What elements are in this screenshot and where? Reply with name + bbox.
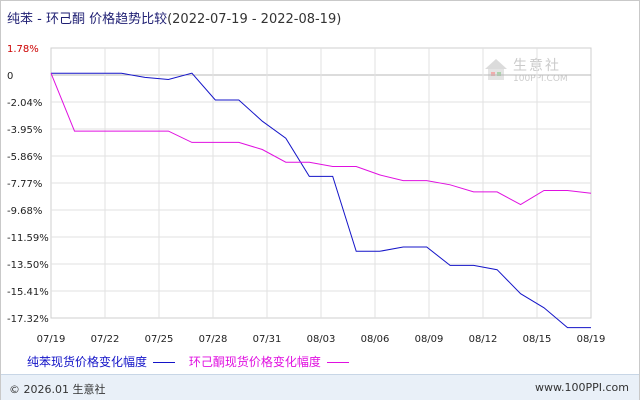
x-tick-label: 07/25 xyxy=(145,334,174,345)
legend-item-benzene: 纯苯现货价格变化幅度 xyxy=(27,353,176,370)
x-tick-label: 07/19 xyxy=(37,334,66,345)
x-tick-label: 08/12 xyxy=(469,334,498,345)
series-line-1 xyxy=(50,73,592,206)
x-tick-label: 08/15 xyxy=(523,334,552,345)
chart-title: 纯苯 - 环己酮 价格趋势比较(2022-07-19 - 2022-08-19) xyxy=(7,8,341,27)
y-axis-labels: 1.78% 0 -2.04% -3.95% -5.86% -7.77% -9.68% -11.… xyxy=(7,44,49,325)
legend-swatch-benzene xyxy=(153,362,176,363)
x-tick-label: 07/31 xyxy=(253,334,282,345)
line-chart: 1.78% 0 -2.04% -3.95% -5.86% -7.77% -9.68% -11.… xyxy=(7,44,606,345)
x-tick-label: 08/06 xyxy=(361,334,390,345)
y-tick-label: -3.95% xyxy=(7,125,42,136)
y-tick-label: -15.41% xyxy=(7,287,49,298)
x-tick-label: 07/22 xyxy=(91,334,120,345)
legend: 纯苯现货价格变化幅度 环己酮现货价格变化幅度 xyxy=(27,353,359,370)
x-tick-label: 08/19 xyxy=(577,334,606,345)
legend-item-cyclohexanone: 环己酮现货价格变化幅度 xyxy=(189,353,349,370)
legend-label-cyclohexanone: 环己酮现货价格变化幅度 xyxy=(188,355,321,369)
watermark-url: 100PPI.COM xyxy=(513,74,568,84)
chart-date-range: (2022-07-19 - 2022-08-19) xyxy=(167,12,342,27)
footer-bar: © 2026.01 生意社 www.100PPI.com xyxy=(1,374,639,400)
y-tick-label: -9.68% xyxy=(7,206,42,217)
x-tick-label: 07/28 xyxy=(199,334,228,345)
y-tick-label: -5.86% xyxy=(7,152,42,163)
x-axis-labels: 07/19 07/22 07/25 07/28 07/31 08/03 08/06 08/09… xyxy=(37,334,606,345)
legend-swatch-cyclohexanone xyxy=(326,362,349,363)
footer-site-link[interactable]: www.100PPI.com xyxy=(535,381,629,394)
y-tick-label: -13.50% xyxy=(7,260,49,271)
y-tick-label: -11.59% xyxy=(7,233,49,244)
watermark-name: 生意社 xyxy=(513,58,561,74)
series-line-0 xyxy=(51,72,591,329)
y-tick-label: 0 xyxy=(7,71,13,82)
y-tick-label: -2.04% xyxy=(7,98,42,109)
y-tick-label: -17.32% xyxy=(7,314,49,325)
chart-title-text: 纯苯 - 环己酮 价格趋势比较 xyxy=(7,12,168,27)
y-tick-label: -7.77% xyxy=(7,179,42,190)
footer-copyright: © 2026.01 生意社 xyxy=(9,383,106,396)
x-tick-label: 08/03 xyxy=(307,334,336,345)
y-tick-label: 1.78% xyxy=(7,44,39,55)
series-lines xyxy=(50,72,592,329)
x-tick-label: 08/09 xyxy=(415,334,444,345)
grid-lines xyxy=(50,47,592,319)
legend-label-benzene: 纯苯现货价格变化幅度 xyxy=(27,355,148,369)
